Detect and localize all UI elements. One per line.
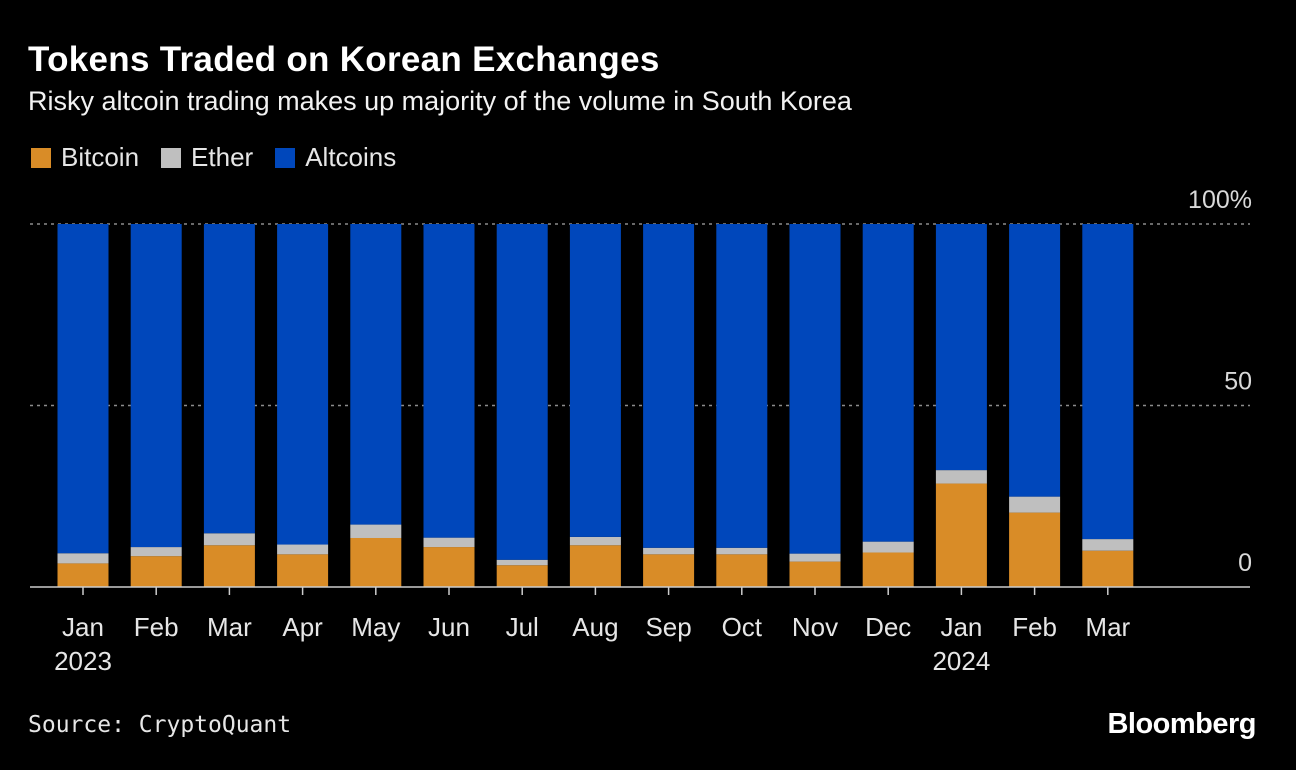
bar-ether-4 bbox=[350, 524, 402, 538]
legend-label-ether: Ether bbox=[191, 142, 254, 172]
bar-bitcoin-14 bbox=[1082, 550, 1134, 587]
bar-ether-6 bbox=[496, 559, 548, 566]
bar-altcoins-8 bbox=[643, 224, 695, 548]
bar-bitcoin-6 bbox=[496, 565, 548, 587]
y-tick-label: 0 bbox=[1238, 549, 1252, 577]
x-year-label: 2024 bbox=[932, 646, 990, 676]
bar-bitcoin-4 bbox=[350, 537, 402, 587]
bar-ether-9 bbox=[716, 547, 768, 555]
bar-bitcoin-9 bbox=[716, 554, 768, 587]
bar-altcoins-10 bbox=[789, 224, 841, 554]
chart-subtitle: Risky altcoin trading makes up majority … bbox=[28, 86, 852, 116]
bar-altcoins-3 bbox=[277, 224, 329, 545]
x-tick-label: Apr bbox=[282, 612, 323, 642]
bar-ether-3 bbox=[277, 544, 329, 555]
bar-altcoins-12 bbox=[935, 224, 987, 471]
bar-bitcoin-7 bbox=[569, 545, 621, 587]
bar-ether-13 bbox=[1009, 496, 1061, 513]
bar-ether-5 bbox=[423, 537, 475, 548]
bar-altcoins-1 bbox=[130, 224, 182, 548]
bar-altcoins-9 bbox=[716, 224, 768, 548]
bar-bitcoin-10 bbox=[789, 561, 841, 587]
legend-swatch-ether bbox=[161, 147, 182, 168]
bar-ether-0 bbox=[57, 553, 109, 564]
bar-bitcoin-5 bbox=[423, 547, 475, 587]
bar-ether-10 bbox=[789, 553, 841, 562]
x-tick-label: Jan bbox=[940, 612, 982, 642]
x-tick-label: Mar bbox=[207, 612, 252, 642]
x-tick-label: Mar bbox=[1085, 612, 1130, 642]
bar-ether-11 bbox=[862, 541, 914, 553]
bar-bitcoin-0 bbox=[57, 563, 109, 587]
bar-altcoins-11 bbox=[862, 224, 914, 542]
x-tick-label: Oct bbox=[722, 612, 763, 642]
bar-bitcoin-1 bbox=[130, 556, 182, 587]
bar-ether-14 bbox=[1082, 539, 1134, 551]
legend: Bitcoin Ether Altcoins bbox=[31, 142, 396, 173]
bar-altcoins-2 bbox=[203, 224, 255, 534]
y-tick-label: 100% bbox=[1188, 186, 1252, 214]
legend-item-bitcoin: Bitcoin bbox=[31, 142, 139, 173]
bar-bitcoin-13 bbox=[1009, 512, 1061, 587]
bar-bitcoin-2 bbox=[203, 545, 255, 587]
bar-ether-12 bbox=[935, 470, 987, 484]
x-tick-label: Jun bbox=[428, 612, 470, 642]
bar-ether-1 bbox=[130, 547, 182, 557]
y-tick-label: 50 bbox=[1224, 368, 1252, 396]
legend-swatch-bitcoin bbox=[31, 147, 51, 168]
legend-item-ether: Ether bbox=[161, 142, 253, 173]
bar-altcoins-4 bbox=[350, 224, 402, 525]
bar-altcoins-7 bbox=[569, 224, 621, 537]
legend-label-altcoins: Altcoins bbox=[305, 142, 397, 172]
x-year-label: 2023 bbox=[54, 646, 112, 676]
bar-altcoins-13 bbox=[1009, 224, 1061, 497]
x-tick-label: Aug bbox=[572, 612, 618, 642]
x-tick-label: Dec bbox=[865, 612, 911, 642]
bar-ether-8 bbox=[643, 547, 695, 555]
bar-bitcoin-11 bbox=[862, 552, 914, 587]
bar-ether-7 bbox=[569, 536, 621, 546]
legend-item-altcoins: Altcoins bbox=[275, 142, 396, 173]
legend-label-bitcoin: Bitcoin bbox=[61, 142, 140, 172]
bar-altcoins-6 bbox=[496, 224, 548, 560]
bar-ether-2 bbox=[203, 533, 255, 546]
x-tick-label: Feb bbox=[1012, 612, 1057, 642]
x-tick-label: Sep bbox=[645, 612, 691, 642]
x-tick-label: Jan bbox=[62, 612, 104, 642]
bar-bitcoin-8 bbox=[643, 554, 695, 587]
x-tick-label: May bbox=[351, 612, 400, 642]
bar-altcoins-14 bbox=[1082, 224, 1134, 540]
bloomberg-logo: Bloomberg bbox=[1107, 708, 1256, 740]
bar-altcoins-0 bbox=[57, 224, 109, 554]
bar-altcoins-5 bbox=[423, 224, 475, 538]
source-note: Source: CryptoQuant bbox=[28, 712, 292, 738]
bar-bitcoin-12 bbox=[935, 483, 987, 587]
chart-title: Tokens Traded on Korean Exchanges bbox=[28, 40, 660, 79]
x-tick-label: Feb bbox=[134, 612, 179, 642]
x-tick-label: Jul bbox=[506, 612, 539, 642]
bar-bitcoin-3 bbox=[277, 554, 329, 587]
x-tick-label: Nov bbox=[792, 612, 838, 642]
legend-swatch-altcoins bbox=[275, 147, 296, 168]
